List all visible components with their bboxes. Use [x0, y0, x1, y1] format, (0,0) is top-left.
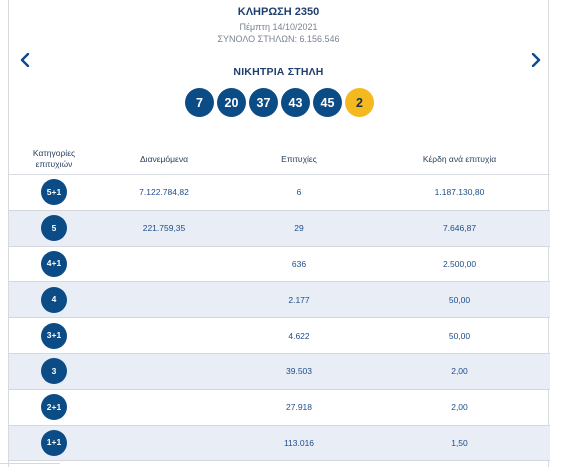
category-badge: 4 [41, 286, 67, 313]
winners-cell: 39.503 [286, 366, 312, 377]
prize-table: Κατηγορίες επιτυχιών Διανεμόμενα Επιτυχί… [9, 143, 550, 462]
table-row: 5 221.759,35 29 7.646,87 [9, 210, 550, 247]
header-prize: Κέρδη ανά επιτυχία [422, 153, 497, 164]
table-row: 4 2.177 50,00 [9, 282, 550, 319]
winning-column-title: ΝΙΚΗΤΡΙΑ ΣΤΗΛΗ [233, 66, 324, 78]
total-columns: ΣΥΝΟΛΟ ΣΤΗΛΩΝ: 6.156.546 [217, 34, 340, 44]
draw-title: ΚΛΗΡΩΣΗ 2350 [237, 6, 320, 18]
winning-number-ball: 20 [217, 88, 246, 117]
category-badge: 2+1 [41, 394, 67, 421]
chevron-left-icon [20, 53, 30, 67]
winners-cell: 2.177 [288, 294, 310, 305]
prize-cell: 7.646,87 [442, 223, 477, 234]
prize-cell: 50,00 [448, 294, 471, 305]
header-category-line1: Κατηγορίες [32, 147, 76, 158]
category-badge: 3 [41, 358, 67, 385]
category-badge: 3+1 [41, 322, 67, 349]
winners-cell: 113.016 [283, 437, 315, 448]
distributed-cell: 221.759,35 [142, 223, 186, 234]
winning-number-ball: 45 [313, 88, 342, 117]
winners-cell: 6 [296, 187, 302, 198]
prize-cell: 1,50 [451, 437, 468, 448]
next-draw-button[interactable] [526, 50, 546, 70]
prize-cell: 50,00 [448, 330, 471, 341]
table-row: 3+1 4.622 50,00 [9, 318, 550, 354]
header-distributed: Διανεμόμενα [140, 153, 188, 164]
category-badge: 5 [41, 215, 67, 242]
winning-numbers: 7 20 37 43 45 2 [9, 88, 548, 117]
header-category: Κατηγορίες επιτυχιών [9, 148, 99, 170]
draw-date: Πέμπτη 14/10/2021 [239, 22, 318, 32]
prize-cell: 2,00 [451, 366, 468, 377]
winners-cell: 29 [294, 223, 304, 234]
chevron-right-icon [531, 53, 541, 67]
winning-number-ball: 7 [185, 88, 214, 117]
prize-cell: 2,00 [451, 402, 468, 413]
prize-cell: 2.500,00 [442, 258, 477, 269]
header-winners: Επιτυχίες [281, 153, 317, 164]
header-category-line2: επιτυχιών [35, 158, 73, 169]
draw-results-panel: ΚΛΗΡΩΣΗ 2350 Πέμπτη 14/10/2021 ΣΥΝΟΛΟ ΣΤ… [8, 0, 550, 467]
prize-cell: 1.187.130,80 [434, 187, 485, 198]
table-row: 4+1 636 2.500,00 [9, 247, 550, 283]
winning-number-ball: 43 [281, 88, 310, 117]
winners-cell: 4.622 [288, 330, 310, 341]
winners-cell: 636 [291, 258, 307, 269]
previous-draw-button[interactable] [15, 50, 35, 70]
table-row: 2+1 27.918 2,00 [9, 390, 550, 426]
table-row: 1+1 113.016 1,50 [9, 425, 550, 462]
winners-cell: 27.918 [286, 402, 312, 413]
bonus-number-ball: 2 [345, 88, 374, 117]
category-badge: 5+1 [41, 179, 67, 206]
table-row: 3 39.503 2,00 [9, 353, 550, 390]
distributed-cell: 7.122.784,82 [139, 187, 189, 198]
prize-table-header: Κατηγορίες επιτυχιών Διανεμόμενα Επιτυχί… [9, 143, 550, 175]
winning-number-ball: 37 [249, 88, 278, 117]
divider [0, 463, 60, 464]
category-badge: 1+1 [41, 429, 67, 456]
category-badge: 4+1 [41, 250, 67, 277]
table-row: 5+1 7.122.784,82 6 1.187.130,80 [9, 175, 550, 211]
